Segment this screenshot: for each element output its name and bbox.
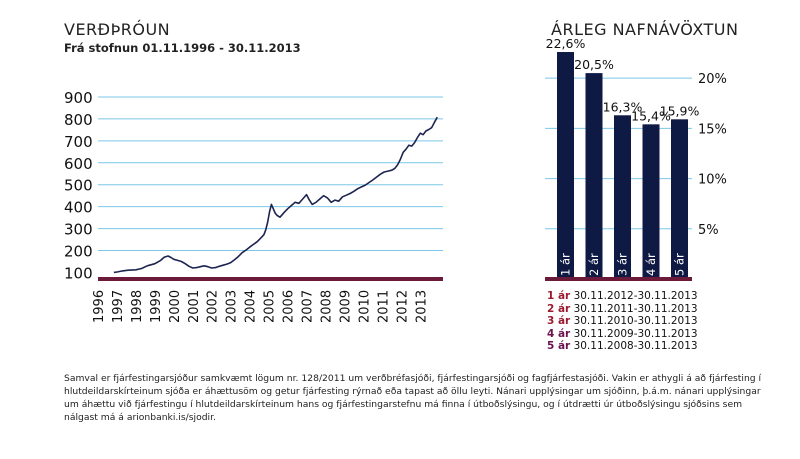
x-tick-label: 2009 — [338, 290, 353, 323]
bar — [671, 119, 688, 280]
x-tick-label: 2008 — [320, 290, 335, 323]
bar-chart-title: ÁRLEG NAFNÁVÖXTUN — [551, 20, 739, 39]
x-tick-label: 2001 — [187, 290, 202, 323]
x-tick-label: 2000 — [168, 290, 183, 323]
x-tick-label: 2006 — [282, 290, 297, 323]
x-tick-label: 1998 — [130, 290, 145, 323]
bar — [585, 73, 603, 279]
bar-value-label: 15,9% — [660, 103, 700, 118]
x-tick-label: 2012 — [395, 290, 410, 323]
legend-row-1: 1 ár 30.11.2012-30.11.2013 — [547, 290, 698, 303]
legend-range: 30.11.2010-30.11.2013 — [570, 315, 698, 327]
legend-range: 30.11.2011-30.11.2013 — [570, 302, 698, 315]
y-tick-label: 700 — [64, 133, 93, 151]
x-tick-label: 2003 — [225, 290, 240, 323]
x-tick-label: 1997 — [111, 290, 126, 323]
legend-row-2: 2 ár 30.11.2011-30.11.2013 — [547, 303, 698, 316]
bar-category-label: 2 ár — [587, 253, 601, 276]
bar-category-label: 5 ár — [673, 253, 687, 276]
bar-value-label: 15,4% — [631, 108, 671, 123]
x-tick-label: 2011 — [376, 290, 391, 323]
legend-period: 1 ár — [547, 290, 571, 302]
bar-value-label: 22,6% — [546, 36, 586, 51]
legend-row-4: 4 ár 30.11.2009-30.11.2013 — [547, 328, 698, 341]
x-tick-label: 2005 — [263, 290, 278, 323]
legend-period: 2 ár — [547, 302, 571, 315]
y-tick-label: 5% — [698, 223, 719, 238]
y-tick-label: 800 — [64, 111, 93, 129]
line-chart-subtitle: Frá stofnun 01.11.1996 - 30.11.2013 — [64, 41, 301, 55]
legend-range: 30.11.2012-30.11.2013 — [570, 290, 698, 302]
line-chart: 100 200 300 400 500 600 700 800 900 1996 1997 1998 1… — [64, 89, 443, 323]
bar-value-label: 16,3% — [603, 99, 643, 114]
bar — [642, 124, 660, 279]
bar-category-label: 1 ár — [559, 253, 573, 276]
legend-period: 4 ár — [547, 327, 571, 340]
x-tick-label: 2013 — [414, 290, 429, 323]
line-chart-title: VERÐÞRÓUN — [64, 20, 171, 39]
bar-chart-legend: 1 ár 30.11.2012-30.11.2013 2 ár 30.11.20… — [547, 290, 698, 353]
y-tick-label: 400 — [64, 199, 93, 217]
x-tick-label: 2007 — [301, 290, 316, 323]
disclaimer-text: Samval er fjárfestingarsjóður samkvæmt l… — [64, 373, 762, 423]
legend-period: 3 ár — [547, 315, 571, 327]
x-tick-label: 1999 — [149, 290, 164, 323]
y-tick-label: 100 — [64, 264, 93, 282]
x-tick-label: 2010 — [357, 290, 372, 323]
x-tick-label: 2004 — [244, 290, 259, 323]
y-tick-label: 15% — [698, 122, 727, 137]
bar — [614, 115, 631, 279]
y-tick-label: 20% — [698, 72, 727, 87]
bar-category-label: 3 ár — [616, 253, 630, 276]
bar — [557, 52, 574, 279]
x-tick-label: 2002 — [206, 290, 221, 323]
legend-range: 30.11.2009-30.11.2013 — [570, 327, 698, 340]
y-tick-label: 10% — [698, 173, 727, 188]
y-tick-label: 200 — [64, 242, 93, 260]
legend-range: 30.11.2008-30.11.2013 — [570, 340, 698, 352]
legend-period: 5 ár — [547, 340, 571, 352]
legend-row-5: 5 ár 30.11.2008-30.11.2013 — [547, 340, 698, 353]
bar-value-label: 20,5% — [574, 57, 614, 72]
legend-row-3: 3 ár 30.11.2010-30.11.2013 — [547, 315, 698, 328]
bar-chart: 5% 10% 15% 20% 22,6% 1 ár 20,5% 2 ár 16,3% 3 ár 15… — [545, 36, 727, 281]
y-tick-label: 900 — [64, 89, 93, 107]
x-tick-label: 1996 — [92, 290, 107, 323]
y-tick-label: 500 — [64, 177, 93, 195]
y-tick-label: 600 — [64, 155, 93, 173]
price-series-line — [113, 116, 438, 274]
y-tick-label: 300 — [64, 221, 93, 239]
bar-category-label: 4 ár — [644, 253, 658, 276]
